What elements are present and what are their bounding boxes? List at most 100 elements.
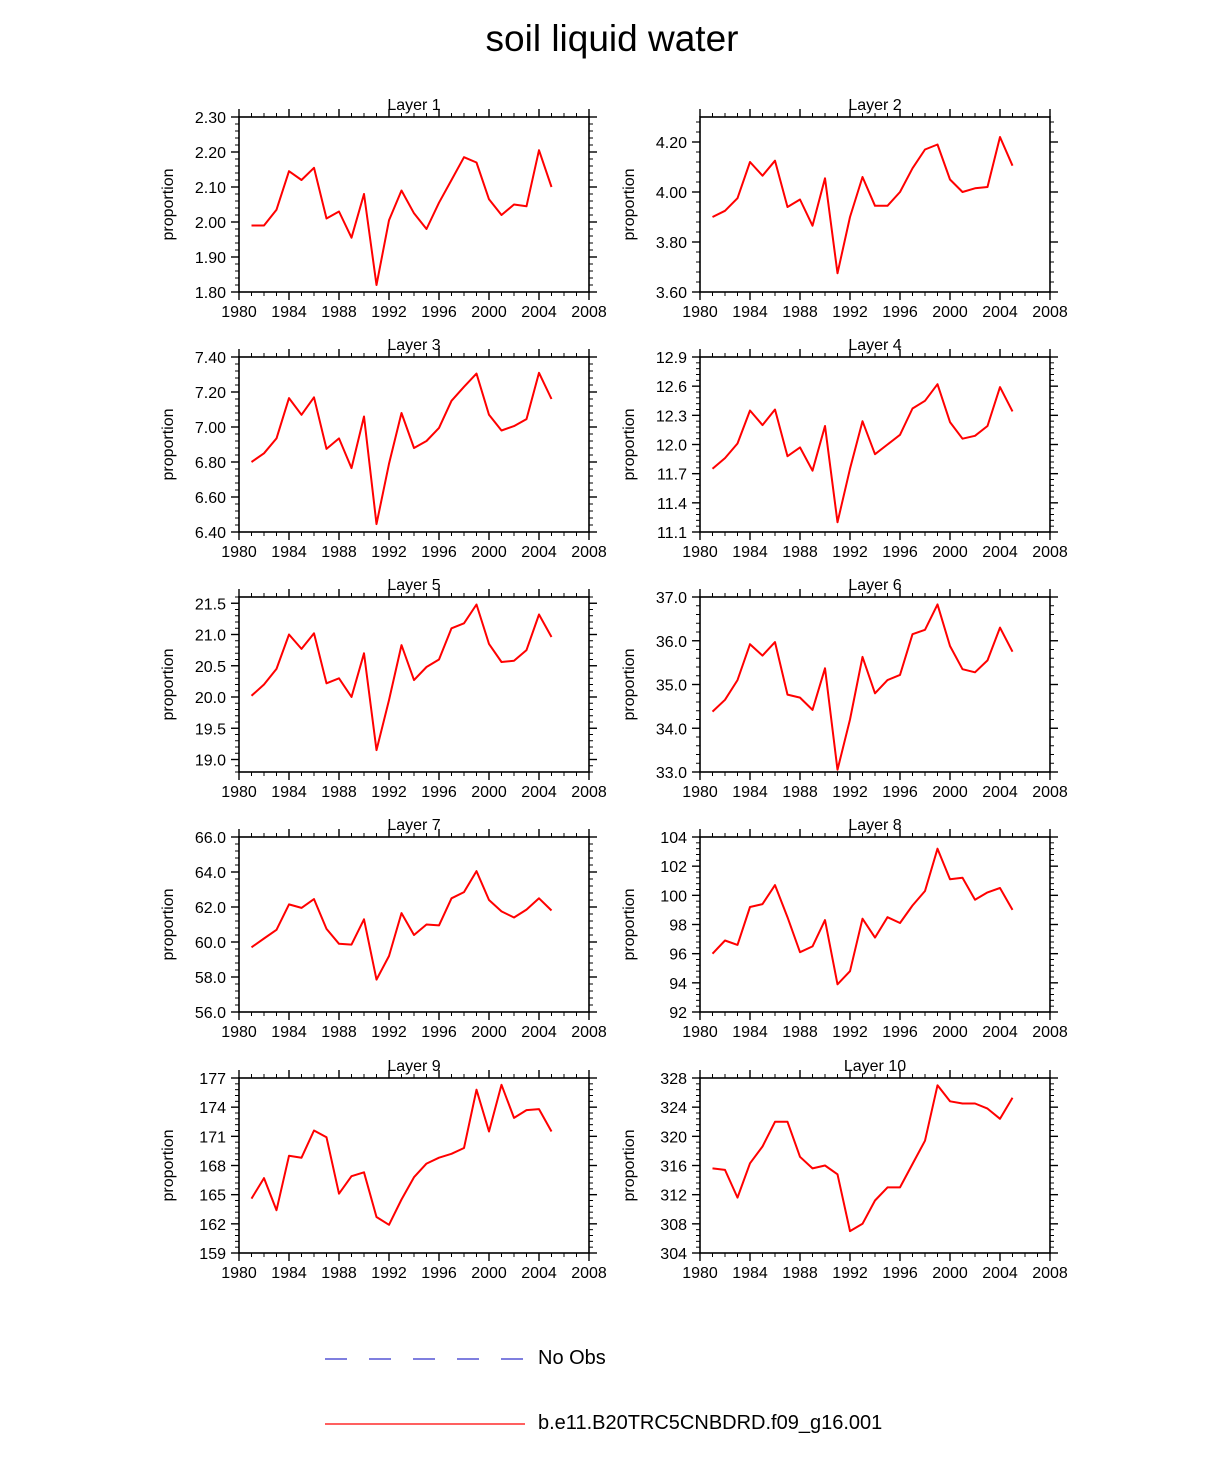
x-tick-label: 2004 [982,304,1018,321]
x-tick-label: 1984 [271,304,307,321]
panel-title: Layer 1 [387,97,440,114]
y-tick-label: 7.20 [195,385,226,402]
x-tick-label: 1988 [321,784,357,801]
x-tick-label: 2000 [932,784,968,801]
y-tick-label: 12.3 [656,408,687,425]
legend-item-model: b.e11.B20TRC5CNBDRD.f09_g16.001 [325,1410,882,1440]
y-tick-label: 98 [669,918,687,935]
panel-title: Layer 3 [387,337,440,354]
y-tick-label: 7.00 [195,420,226,437]
panel-title: Layer 8 [848,817,901,834]
x-tick-label: 2004 [982,784,1018,801]
y-tick-label: 60.0 [195,935,226,952]
x-tick-label: 1992 [371,544,407,561]
x-tick-label: 2000 [471,784,507,801]
y-tick-label: 12.6 [656,379,687,396]
x-tick-label: 2008 [1032,784,1068,801]
series-line [250,870,553,981]
x-tick-label: 1992 [371,1265,407,1282]
chart-panel-8: Layer 8 proportion 1980 1984 1988 1992 1996 200… [621,817,1068,1041]
x-tick-label: 2004 [521,784,557,801]
x-tick-label: 2004 [521,304,557,321]
x-tick-label: 2000 [471,1024,507,1041]
x-tick-label: 1988 [321,544,357,561]
x-tick-label: 1984 [732,304,768,321]
figure-title: soil liquid water [485,18,739,59]
series-line [251,149,553,286]
panel-title: Layer 9 [387,1058,440,1075]
x-tick-label: 2008 [1032,1024,1068,1041]
x-tick-label: 2000 [932,1265,968,1282]
x-tick-label: 1980 [682,1024,718,1041]
y-tick-label: 37.0 [656,590,687,607]
y-tick-label: 3.60 [656,285,687,302]
x-tick-label: 1992 [371,304,407,321]
x-tick-label: 1984 [732,1024,768,1041]
chart-panel-6: Layer 6 proportion 1980 1984 1988 1992 1996 200… [621,577,1068,801]
chart-panel-1: Layer 1 proportion 1980 1984 1988 1992 1996 200… [160,97,607,321]
y-tick-label: 96 [669,947,687,964]
series-line [250,371,553,526]
y-tick-label: 62.0 [195,900,226,917]
series-line [712,1084,1014,1233]
y-tick-label: 316 [660,1159,687,1176]
y-tick-label: 2.20 [195,145,226,162]
y-tick-label: 58.0 [195,970,226,987]
y-tick-label: 4.00 [656,185,687,202]
y-tick-label: 1.90 [195,250,226,267]
legend-label: b.e11.B20TRC5CNBDRD.f09_g16.001 [538,1412,883,1434]
y-tick-label: 56.0 [195,1005,226,1022]
x-tick-label: 1984 [271,544,307,561]
y-axis-label: proportion [160,408,177,480]
y-tick-label: 100 [660,888,687,905]
y-axis-label: proportion [160,1129,177,1201]
x-tick-label: 2000 [932,304,968,321]
x-tick-label: 1980 [682,1265,718,1282]
y-tick-label: 2.30 [195,110,226,127]
plot-frame [238,116,590,293]
panel-title: Layer 10 [844,1058,906,1075]
chart-panel-7: Layer 7 proportion 1980 1984 1988 1992 1996 200… [160,817,607,1041]
plot-frame [699,596,1051,773]
x-tick-label: 1980 [221,1265,257,1282]
y-tick-label: 308 [660,1217,687,1234]
y-tick-label: 11.4 [657,496,687,513]
y-tick-label: 174 [199,1100,226,1117]
y-tick-label: 34.0 [656,721,687,738]
y-tick-label: 102 [660,859,687,876]
series-line [250,1083,553,1226]
x-tick-label: 1984 [732,544,768,561]
y-tick-label: 104 [660,830,687,847]
x-tick-label: 2000 [932,1024,968,1041]
y-tick-label: 19.5 [195,721,226,738]
y-axis-label: proportion [621,408,638,480]
legend-swatch-dashed [325,1358,525,1360]
plot-frame [699,1077,1051,1254]
x-tick-label: 2008 [1032,544,1068,561]
x-tick-label: 1980 [221,304,257,321]
y-tick-label: 4.20 [656,135,687,152]
panel-title: Layer 6 [848,577,901,594]
x-tick-label: 2000 [932,544,968,561]
y-tick-label: 304 [660,1246,687,1263]
x-tick-label: 1992 [371,784,407,801]
y-tick-label: 159 [199,1246,226,1263]
y-tick-label: 177 [199,1071,226,1088]
x-tick-label: 2000 [471,1265,507,1282]
x-tick-label: 1980 [221,544,257,561]
x-tick-label: 2004 [521,1024,557,1041]
y-tick-label: 21.0 [195,628,226,645]
x-tick-label: 2008 [571,304,607,321]
x-tick-label: 1996 [882,304,918,321]
x-tick-label: 1996 [421,1024,457,1041]
x-tick-label: 1996 [882,544,918,561]
y-tick-label: 6.40 [195,525,226,542]
y-tick-label: 64.0 [195,865,226,882]
x-tick-label: 1996 [882,1265,918,1282]
series-line [711,847,1014,986]
x-tick-label: 1996 [421,784,457,801]
y-tick-label: 328 [660,1071,687,1088]
y-tick-label: 21.5 [195,596,226,613]
y-tick-label: 6.80 [195,455,226,472]
